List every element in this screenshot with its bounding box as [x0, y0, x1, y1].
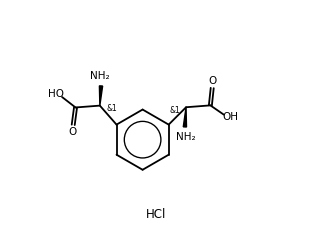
Text: HCl: HCl [146, 209, 167, 221]
Text: NH₂: NH₂ [90, 71, 110, 81]
Text: &1: &1 [169, 106, 180, 114]
Text: &1: &1 [106, 104, 117, 113]
Text: OH: OH [223, 112, 239, 122]
Text: NH₂: NH₂ [176, 132, 195, 142]
Polygon shape [183, 107, 187, 127]
Text: HO: HO [48, 89, 64, 99]
Text: O: O [69, 127, 77, 137]
Text: O: O [209, 76, 217, 86]
Polygon shape [100, 86, 103, 106]
